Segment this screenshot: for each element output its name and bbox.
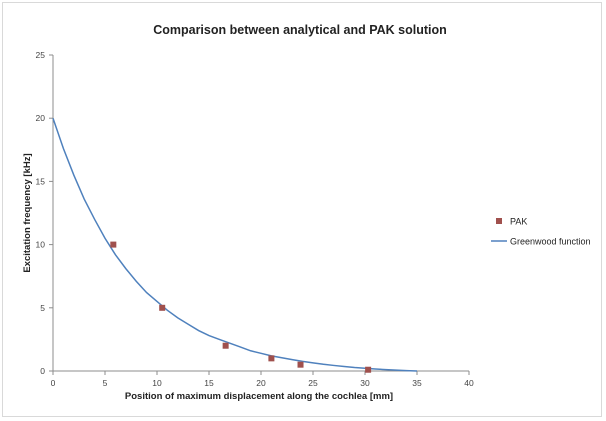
x-tick-label: 40 — [464, 378, 474, 388]
greenwood-function-line — [52, 117, 418, 372]
x-tick-label: 15 — [204, 378, 214, 388]
y-tick-label: 25 — [36, 50, 46, 60]
y-tick-label: 5 — [40, 303, 45, 313]
y-tick-label: 0 — [40, 366, 45, 376]
pak-point — [297, 361, 304, 368]
plot-area: 0 5 10 15 20 25 30 35 40 0 5 10 15 20 25 — [36, 50, 474, 388]
x-tick-label: 25 — [308, 378, 318, 388]
pak-point — [159, 304, 166, 311]
legend-label-pak: PAK — [510, 217, 527, 227]
x-tick-label: 10 — [152, 378, 162, 388]
x-tick-label: 20 — [256, 378, 266, 388]
pak-point — [365, 366, 372, 373]
y-tick-label: 10 — [36, 240, 46, 250]
y-axis-title: Excitation frequency [kHz] — [22, 153, 33, 272]
pak-point — [268, 355, 275, 362]
x-tick-label: 30 — [360, 378, 370, 388]
chart-title: Comparison between analytical and PAK so… — [153, 23, 447, 37]
y-tick-label: 20 — [36, 113, 46, 123]
legend-marker-pak — [496, 218, 502, 224]
pak-point — [110, 241, 117, 248]
x-tick-label: 0 — [51, 378, 56, 388]
y-tick-label: 15 — [36, 176, 46, 186]
legend: PAK Greenwood function — [491, 217, 591, 247]
pak-point — [222, 342, 229, 349]
x-tick-label: 35 — [412, 378, 422, 388]
x-axis-title: Position of maximum displacement along t… — [125, 391, 393, 402]
x-tick-label: 5 — [103, 378, 108, 388]
legend-label-greenwood: Greenwood function — [510, 237, 591, 247]
chart-svg: Comparison between analytical and PAK so… — [22, 23, 591, 402]
chart-frame: Comparison between analytical and PAK so… — [2, 2, 602, 417]
